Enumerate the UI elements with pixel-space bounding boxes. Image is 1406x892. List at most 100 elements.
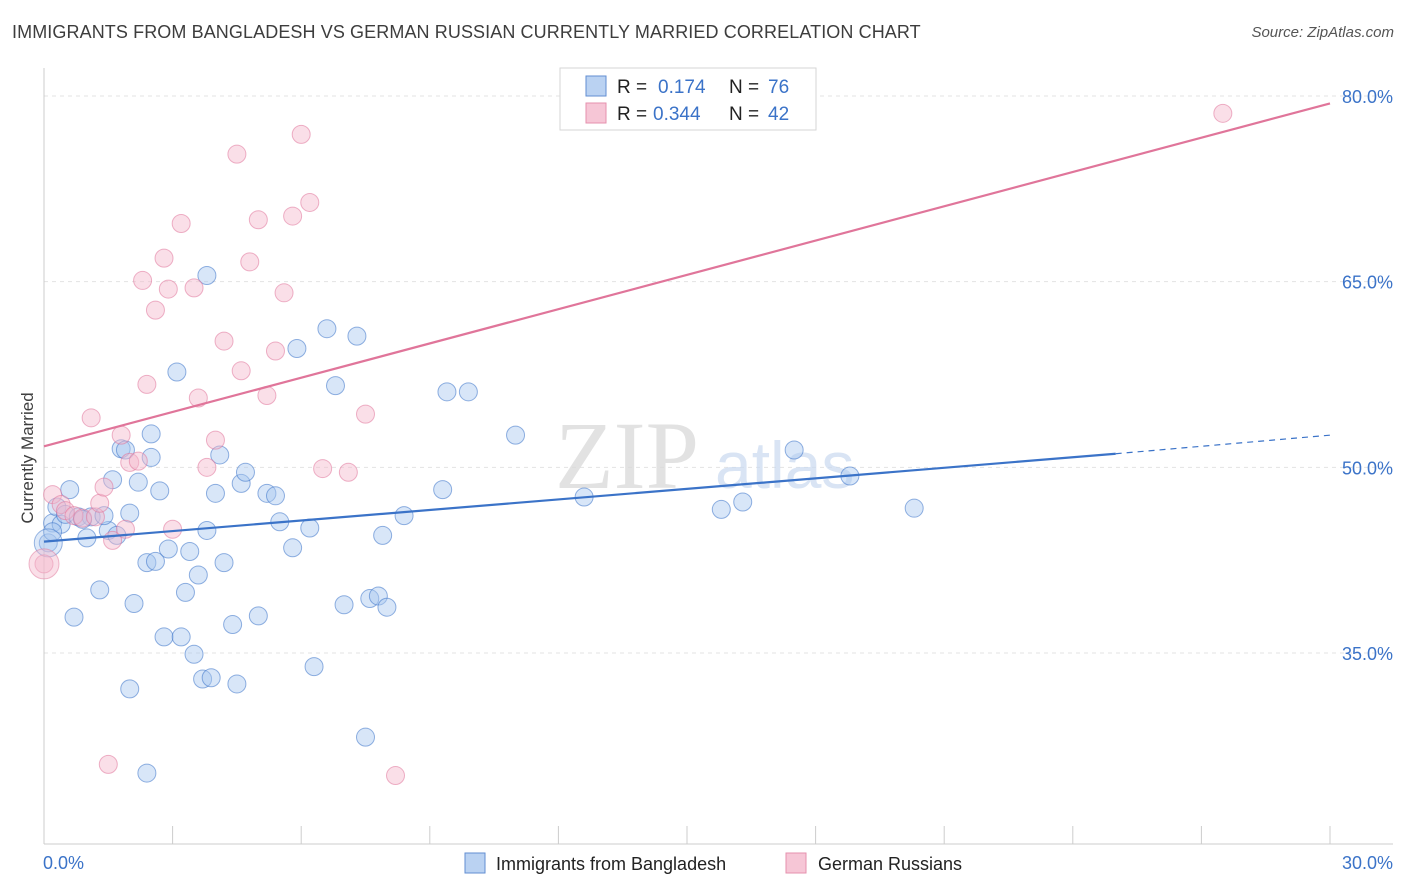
y-axis-title: Currently Married bbox=[18, 392, 37, 523]
trend-line-german-russians bbox=[43, 102, 1331, 448]
data-point bbox=[145, 551, 165, 571]
data-point bbox=[274, 283, 294, 303]
data-point bbox=[214, 331, 234, 351]
data-point bbox=[248, 606, 268, 626]
data-point bbox=[733, 492, 753, 512]
series-german-russians-points bbox=[28, 103, 1233, 786]
legend-r-label-blue: R = bbox=[617, 77, 647, 98]
x-tick-label-max: 30.0% bbox=[1342, 853, 1393, 873]
x-tick-label-min: 0.0% bbox=[43, 853, 84, 873]
legend-n-label-pink: N = bbox=[729, 104, 759, 125]
data-point bbox=[188, 388, 208, 408]
y-tick-label: 80.0% bbox=[1342, 87, 1393, 107]
data-point bbox=[175, 582, 195, 602]
series-legend-label-pink: German Russians bbox=[818, 854, 962, 874]
data-point bbox=[248, 210, 268, 230]
data-point bbox=[201, 668, 221, 688]
data-point bbox=[197, 265, 217, 285]
data-point bbox=[111, 425, 131, 445]
data-point bbox=[205, 483, 225, 503]
legend-swatch-blue bbox=[585, 75, 607, 97]
data-point bbox=[287, 339, 307, 359]
data-point bbox=[180, 542, 200, 562]
data-point bbox=[81, 408, 101, 428]
data-point bbox=[98, 754, 118, 774]
data-point bbox=[154, 248, 174, 268]
data-point bbox=[227, 674, 247, 694]
y-tick-labels: 35.0% 50.0% 65.0% 80.0% bbox=[1342, 87, 1393, 664]
data-point bbox=[133, 270, 153, 290]
data-point bbox=[338, 462, 358, 482]
data-point bbox=[356, 727, 375, 747]
data-point bbox=[137, 374, 157, 394]
data-point bbox=[291, 124, 311, 144]
y-tick-label: 35.0% bbox=[1342, 644, 1393, 664]
data-point bbox=[167, 362, 187, 382]
data-point bbox=[334, 595, 354, 615]
data-point bbox=[458, 382, 478, 402]
data-point bbox=[300, 192, 320, 212]
legend-r-label-pink: R = bbox=[617, 104, 647, 125]
data-point bbox=[265, 341, 285, 361]
chart-title: IMMIGRANTS FROM BANGLADESH VS GERMAN RUS… bbox=[12, 22, 921, 42]
data-point bbox=[210, 445, 230, 465]
data-point bbox=[163, 519, 183, 539]
data-point bbox=[120, 679, 140, 699]
data-point bbox=[325, 376, 345, 396]
legend-r-value-blue: 0.174 bbox=[658, 77, 706, 98]
series-legend-label-blue: Immigrants from Bangladesh bbox=[496, 854, 726, 874]
data-point bbox=[300, 518, 320, 538]
data-point bbox=[205, 430, 225, 450]
watermark-atlas: atlas bbox=[715, 428, 854, 502]
data-point bbox=[904, 498, 924, 518]
data-point bbox=[373, 525, 393, 545]
legend-n-label-blue: N = bbox=[729, 77, 759, 98]
data-point bbox=[184, 644, 204, 664]
data-point bbox=[171, 627, 191, 647]
data-point bbox=[128, 472, 148, 492]
data-point bbox=[347, 326, 367, 346]
data-point bbox=[240, 252, 260, 272]
data-point bbox=[711, 499, 731, 519]
data-point bbox=[120, 503, 140, 523]
data-point bbox=[38, 533, 58, 553]
series-legend-swatch-blue bbox=[464, 852, 486, 874]
data-point bbox=[784, 440, 804, 460]
legend-n-value-blue: 76 bbox=[768, 77, 789, 98]
data-point bbox=[115, 440, 135, 460]
data-point bbox=[231, 473, 251, 493]
data-point bbox=[214, 553, 234, 573]
data-point bbox=[317, 319, 337, 339]
data-point bbox=[184, 278, 204, 298]
data-point bbox=[433, 480, 453, 500]
data-point bbox=[377, 597, 397, 617]
data-point bbox=[283, 538, 303, 558]
data-point bbox=[394, 506, 414, 526]
data-point bbox=[506, 425, 526, 445]
data-point bbox=[64, 607, 84, 627]
data-point bbox=[227, 144, 247, 164]
data-point bbox=[60, 480, 80, 500]
trend-lines bbox=[43, 102, 1331, 543]
data-point-large bbox=[28, 548, 60, 580]
watermark-zip: ZIP bbox=[555, 402, 699, 509]
legend-n-value-pink: 42 bbox=[768, 104, 789, 125]
data-point bbox=[188, 565, 208, 585]
data-point bbox=[171, 213, 191, 233]
data-point bbox=[313, 459, 333, 479]
data-point bbox=[231, 361, 251, 381]
series-bangladesh-points bbox=[33, 265, 924, 783]
data-point bbox=[197, 457, 217, 477]
data-point bbox=[437, 382, 457, 402]
correlation-legend: R = 0.174 N = 76 R = 0.344 N = 42 bbox=[559, 67, 817, 131]
legend-r-value-pink: 0.344 bbox=[653, 104, 701, 125]
data-point bbox=[154, 627, 174, 647]
data-point bbox=[124, 593, 144, 613]
data-point bbox=[141, 424, 161, 444]
data-point bbox=[34, 554, 54, 574]
data-point bbox=[304, 657, 324, 677]
trend-line-bangladesh-extension bbox=[1115, 434, 1331, 455]
series-legend: Immigrants from Bangladesh German Russia… bbox=[464, 852, 962, 874]
data-point bbox=[356, 404, 375, 424]
